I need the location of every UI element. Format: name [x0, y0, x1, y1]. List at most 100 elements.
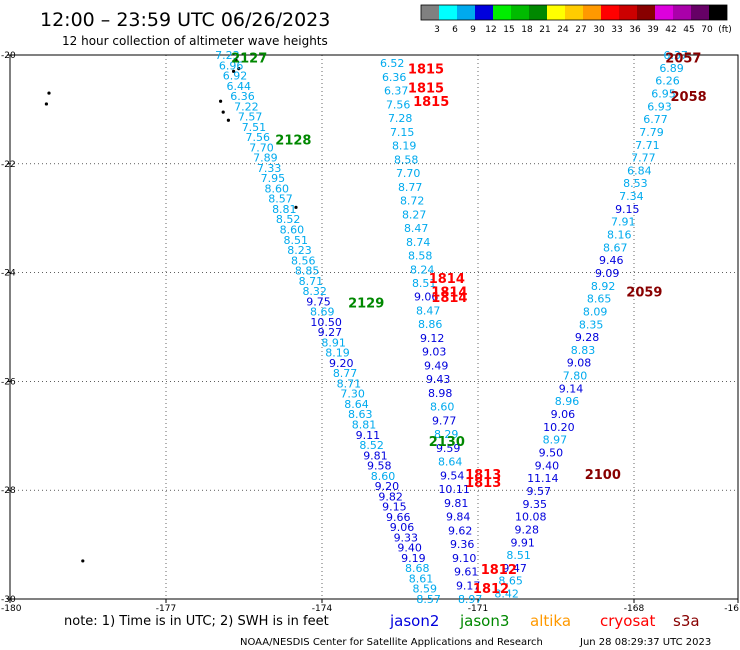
colorbar-label: 42	[665, 25, 676, 35]
colorbar-swatch	[673, 5, 691, 20]
wave-height-value: 7.71	[635, 139, 660, 152]
wave-height-value: 8.27	[402, 208, 427, 221]
wave-height-value: 8.52	[276, 213, 301, 226]
wave-height-value: 9.62	[448, 524, 473, 537]
wave-height-value: 7.51	[242, 121, 267, 134]
wave-height-value: 9.33	[394, 531, 419, 544]
wave-height-value: 8.74	[406, 236, 431, 249]
wave-height-value: 10.20	[543, 421, 575, 434]
wave-height-value: 8.77	[333, 367, 358, 380]
wave-height-value: 8.56	[291, 254, 316, 267]
wave-height-value: 9.75	[306, 295, 331, 308]
legend-entry: s3a	[673, 612, 700, 630]
wave-height-value: 9.06	[414, 291, 439, 304]
wave-height-value: 9.28	[514, 523, 539, 536]
wave-height-value: 9.35	[523, 498, 548, 511]
colorbar-label: 9	[470, 25, 476, 35]
x-tick-label: -174	[312, 604, 333, 614]
colorbar-swatch	[583, 5, 601, 20]
colorbar: 3 6 9 12 15 18 21 24 27 30 33 36 39 42 45 70 (ft)	[420, 4, 732, 35]
wave-height-value: 8.71	[337, 377, 362, 390]
wave-height-value: 7.57	[238, 111, 263, 124]
land-islands	[44, 58, 298, 563]
wave-height-value: 9.20	[329, 357, 354, 370]
wave-height-value: 9.54	[440, 469, 465, 482]
wave-height-value: 8.57	[416, 593, 441, 606]
pass-number-label: 1812	[473, 582, 509, 597]
footer-credit: NOAA/NESDIS Center for Satellite Applica…	[240, 637, 543, 648]
y-tick-label: -24	[1, 269, 16, 279]
island-dot	[81, 559, 85, 563]
wave-height-value: 9.03	[422, 346, 447, 359]
wave-height-value: 9.40	[535, 459, 560, 472]
wave-height-value: 9.59	[436, 442, 461, 455]
wave-height-value: 7.70	[249, 141, 274, 154]
pass-number-label: 1815	[408, 82, 444, 97]
legend-entry: altika	[530, 612, 571, 630]
colorbar-swatch	[547, 5, 565, 20]
wave-height-value: 8.97	[458, 593, 483, 606]
wave-height-value: 9.40	[397, 542, 422, 555]
wave-height-value: 9.19	[401, 552, 426, 565]
wave-height-value: 8.29	[434, 428, 459, 441]
figure-title: 12:00 – 23:59 UTC 06/26/2023	[40, 9, 330, 31]
wave-height-value: 8.51	[506, 549, 531, 562]
wave-height-value: 8.97	[543, 434, 568, 447]
wave-height-value: 8.65	[498, 575, 523, 588]
x-tick-label: -16	[724, 604, 739, 614]
wave-height-value: 8.47	[404, 222, 429, 235]
wave-height-value: 10.08	[515, 511, 547, 524]
wave-height-value: 8.51	[283, 234, 308, 247]
wave-height-value: 8.81	[272, 203, 297, 216]
wave-height-value: 6.26	[655, 75, 680, 88]
wave-height-value: 8.98	[428, 387, 453, 400]
wave-height-value: 9.81	[363, 449, 388, 462]
wave-height-value: 6.89	[659, 62, 684, 75]
colorbar-label: 27	[575, 25, 586, 35]
wave-height-value: 9.84	[446, 511, 471, 524]
pass-number-label: 1815	[408, 63, 444, 78]
y-tick-label: -20	[1, 51, 16, 61]
map-frame	[9, 54, 739, 600]
wave-height-value: 7.28	[388, 112, 413, 125]
map-grid	[10, 55, 738, 599]
pass-number-label: 1814	[431, 291, 467, 306]
colorbar-label: 70	[701, 25, 713, 35]
wave-height-value: 8.58	[408, 250, 433, 263]
y-tick-label: -30	[1, 595, 16, 605]
pass-number-label: 1815	[413, 95, 449, 110]
island-dot	[234, 58, 238, 63]
wave-height-value: 8.64	[344, 398, 369, 411]
wave-height-value: 8.16	[607, 229, 632, 242]
satellite-legend: jason2 jason3 altika cryosat s3a	[389, 612, 700, 630]
wave-height-value: 11.14	[527, 472, 559, 485]
colorbar-swatch	[511, 5, 529, 20]
colorbar-swatch	[691, 5, 709, 20]
wave-height-value: 9.49	[424, 359, 449, 372]
footer-timestamp: Jun 28 08:29:37 UTC 2023	[579, 637, 711, 648]
wave-height-value: 8.67	[603, 241, 628, 254]
wave-height-value: 10.11	[438, 483, 470, 496]
wave-height-value: 8.09	[583, 305, 608, 318]
wave-height-value: 6.92	[223, 70, 248, 83]
pass-number-label: 2058	[671, 90, 707, 105]
colorbar-swatch	[421, 5, 439, 20]
pass-number-label: 2128	[275, 133, 311, 148]
wave-height-value: 6.37	[384, 85, 409, 98]
colorbar-outline	[420, 4, 728, 21]
wave-height-value: 7.89	[253, 152, 278, 165]
wave-height-value: 8.64	[438, 456, 463, 469]
colorbar-label: 15	[503, 25, 514, 35]
pass-number-label: 1813	[465, 468, 501, 483]
colorbar-label: 12	[485, 25, 496, 35]
wave-height-value: 8.69	[310, 306, 335, 319]
island-dot	[294, 205, 298, 209]
x-tick-label: -171	[468, 604, 488, 614]
wave-height-track: 7.236.966.926.446.367.227.577.517.567.70…	[215, 49, 441, 606]
island-dot	[237, 67, 241, 71]
wave-height-value: 9.43	[426, 373, 451, 386]
wave-height-value: 8.60	[280, 223, 305, 236]
wave-height-value: 9.06	[551, 408, 576, 421]
wave-height-value: 9.12	[420, 332, 445, 345]
pass-labels: 2127212821292130181518151815181418141814…	[231, 52, 707, 597]
